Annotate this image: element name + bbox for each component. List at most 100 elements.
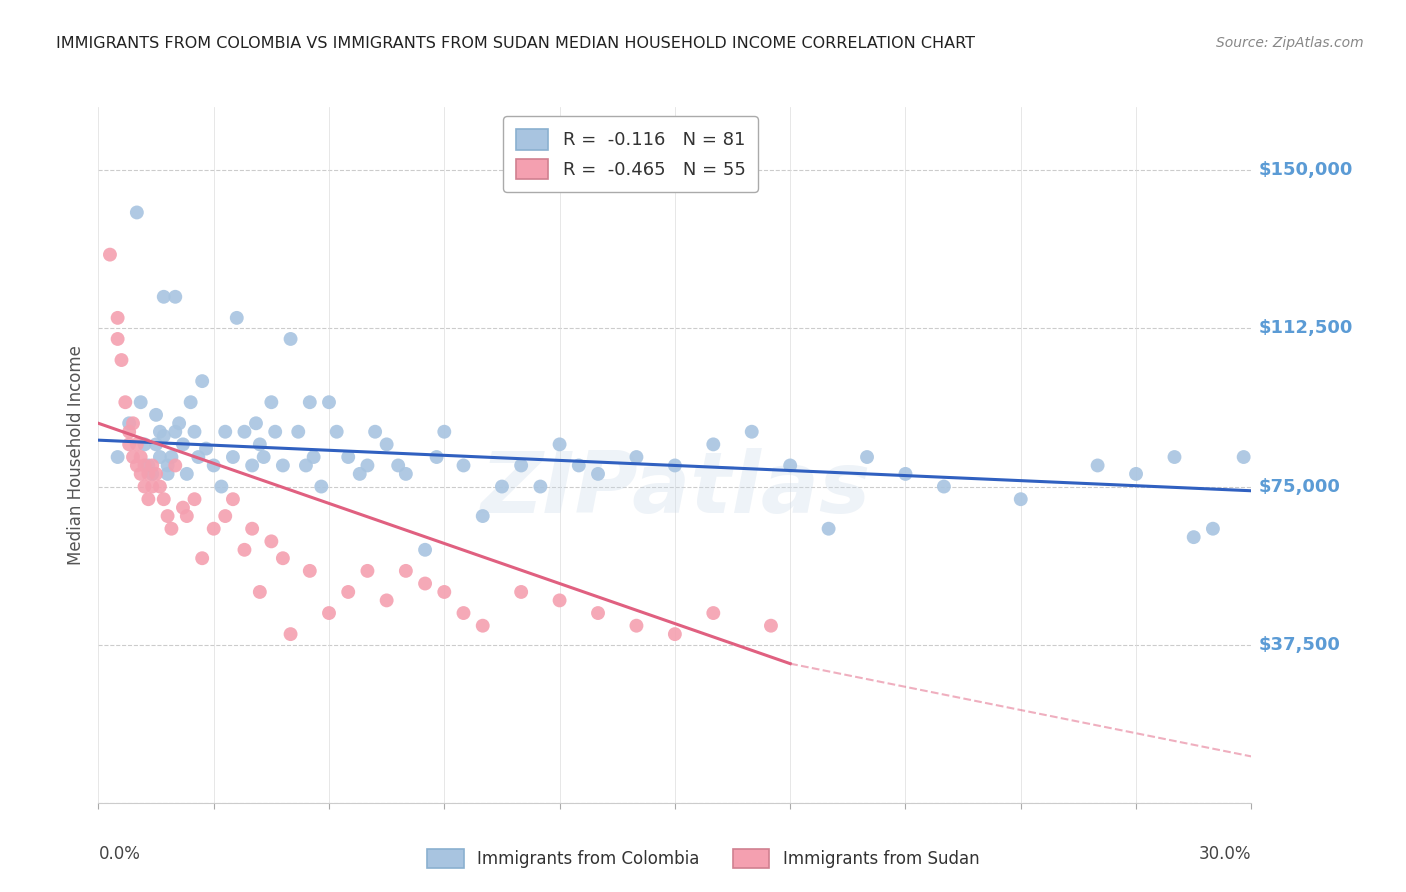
Point [664, 458, 686, 473]
Point [160, 522, 183, 536]
Point [107, 332, 129, 346]
Point [311, 479, 333, 493]
Point [510, 585, 533, 599]
Text: IMMIGRANTS FROM COLOMBIA VS IMMIGRANTS FROM SUDAN MEDIAN HOUSEHOLD INCOME CORREL: IMMIGRANTS FROM COLOMBIA VS IMMIGRANTS F… [56, 36, 976, 51]
Point [152, 429, 174, 443]
Point [426, 450, 449, 464]
Point [759, 618, 782, 632]
Point [176, 467, 198, 481]
Point [129, 395, 152, 409]
Point [287, 425, 309, 439]
Point [548, 593, 571, 607]
Point [856, 450, 879, 464]
Point [222, 450, 245, 464]
Point [122, 450, 145, 464]
Point [118, 425, 141, 439]
Point [395, 564, 418, 578]
Point [138, 492, 160, 507]
Point [1125, 467, 1147, 481]
Point [129, 467, 152, 481]
Point [295, 458, 318, 473]
Point [240, 522, 263, 536]
Point [375, 437, 398, 451]
Point [134, 479, 156, 493]
Point [894, 467, 917, 481]
Point [107, 450, 129, 464]
Point [433, 425, 456, 439]
Point [817, 522, 839, 536]
Point [264, 425, 287, 439]
Point [1163, 450, 1185, 464]
Point [233, 425, 256, 439]
Point [395, 467, 418, 481]
Point [183, 492, 205, 507]
Point [125, 437, 148, 451]
Point [249, 437, 271, 451]
Text: $112,500: $112,500 [1258, 319, 1353, 337]
Point [145, 437, 167, 451]
Point [349, 467, 371, 481]
Point [134, 437, 156, 451]
Point [356, 458, 378, 473]
Point [413, 576, 436, 591]
Point [586, 606, 609, 620]
Point [202, 522, 225, 536]
Point [302, 450, 325, 464]
Point [280, 332, 302, 346]
Point [114, 395, 136, 409]
Legend: R =  -0.116   N = 81, R =  -0.465   N = 55: R = -0.116 N = 81, R = -0.465 N = 55 [503, 116, 758, 192]
Point [453, 458, 475, 473]
Point [471, 509, 494, 524]
Text: Source: ZipAtlas.com: Source: ZipAtlas.com [1216, 36, 1364, 50]
Point [118, 417, 141, 431]
Point [337, 450, 360, 464]
Text: $150,000: $150,000 [1258, 161, 1353, 179]
Point [141, 458, 163, 473]
Point [202, 458, 225, 473]
Point [626, 618, 648, 632]
Point [568, 458, 591, 473]
Point [214, 425, 236, 439]
Point [233, 542, 256, 557]
Point [156, 509, 179, 524]
Point [548, 437, 571, 451]
Point [183, 425, 205, 439]
Point [145, 408, 167, 422]
Point [1087, 458, 1109, 473]
Point [586, 467, 609, 481]
Legend: Immigrants from Colombia, Immigrants from Sudan: Immigrants from Colombia, Immigrants fro… [420, 842, 986, 875]
Point [156, 467, 179, 481]
Point [180, 395, 202, 409]
Point [453, 606, 475, 620]
Point [165, 290, 187, 304]
Point [298, 395, 321, 409]
Point [1233, 450, 1256, 464]
Point [125, 205, 148, 219]
Point [138, 467, 160, 481]
Point [491, 479, 513, 493]
Point [156, 458, 179, 473]
Point [318, 606, 340, 620]
Point [172, 437, 194, 451]
Point [149, 479, 172, 493]
Point [1182, 530, 1205, 544]
Point [152, 492, 174, 507]
Point [249, 585, 271, 599]
Point [187, 450, 209, 464]
Point [167, 417, 190, 431]
Point [364, 425, 387, 439]
Point [356, 564, 378, 578]
Point [129, 450, 152, 464]
Point [149, 450, 172, 464]
Point [165, 458, 187, 473]
Point [138, 458, 160, 473]
Point [280, 627, 302, 641]
Point [222, 492, 245, 507]
Point [779, 458, 801, 473]
Point [122, 417, 145, 431]
Point [702, 606, 724, 620]
Point [318, 395, 340, 409]
Point [1202, 522, 1225, 536]
Point [337, 585, 360, 599]
Point [433, 585, 456, 599]
